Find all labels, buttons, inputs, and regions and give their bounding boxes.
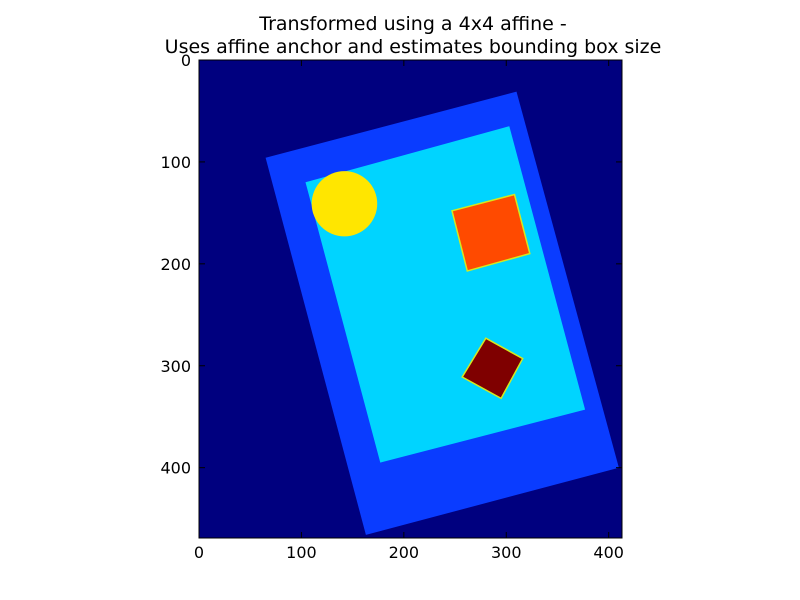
x-tick-label: 0 bbox=[194, 543, 204, 562]
x-tick-label: 300 bbox=[491, 543, 522, 562]
x-tick-label: 100 bbox=[286, 543, 317, 562]
y-tick-label: 200 bbox=[160, 255, 191, 274]
x-tick-label: 200 bbox=[389, 543, 420, 562]
image-layer bbox=[199, 60, 622, 538]
y-tick-label: 400 bbox=[160, 459, 191, 478]
y-tick-label: 100 bbox=[160, 153, 191, 172]
plot-frame bbox=[198, 59, 623, 539]
circle bbox=[311, 171, 378, 237]
chart-title-line-2: Uses affine anchor and estimates boundin… bbox=[164, 36, 662, 58]
orange-square bbox=[451, 193, 531, 272]
y-tick-label: 300 bbox=[160, 357, 191, 376]
dark-red-square bbox=[461, 337, 524, 400]
y-tick-label: 0 bbox=[181, 51, 191, 70]
x-tick-label: 400 bbox=[593, 543, 624, 562]
chart-title-line-1: Transformed using a 4x4 affine - bbox=[259, 13, 567, 35]
